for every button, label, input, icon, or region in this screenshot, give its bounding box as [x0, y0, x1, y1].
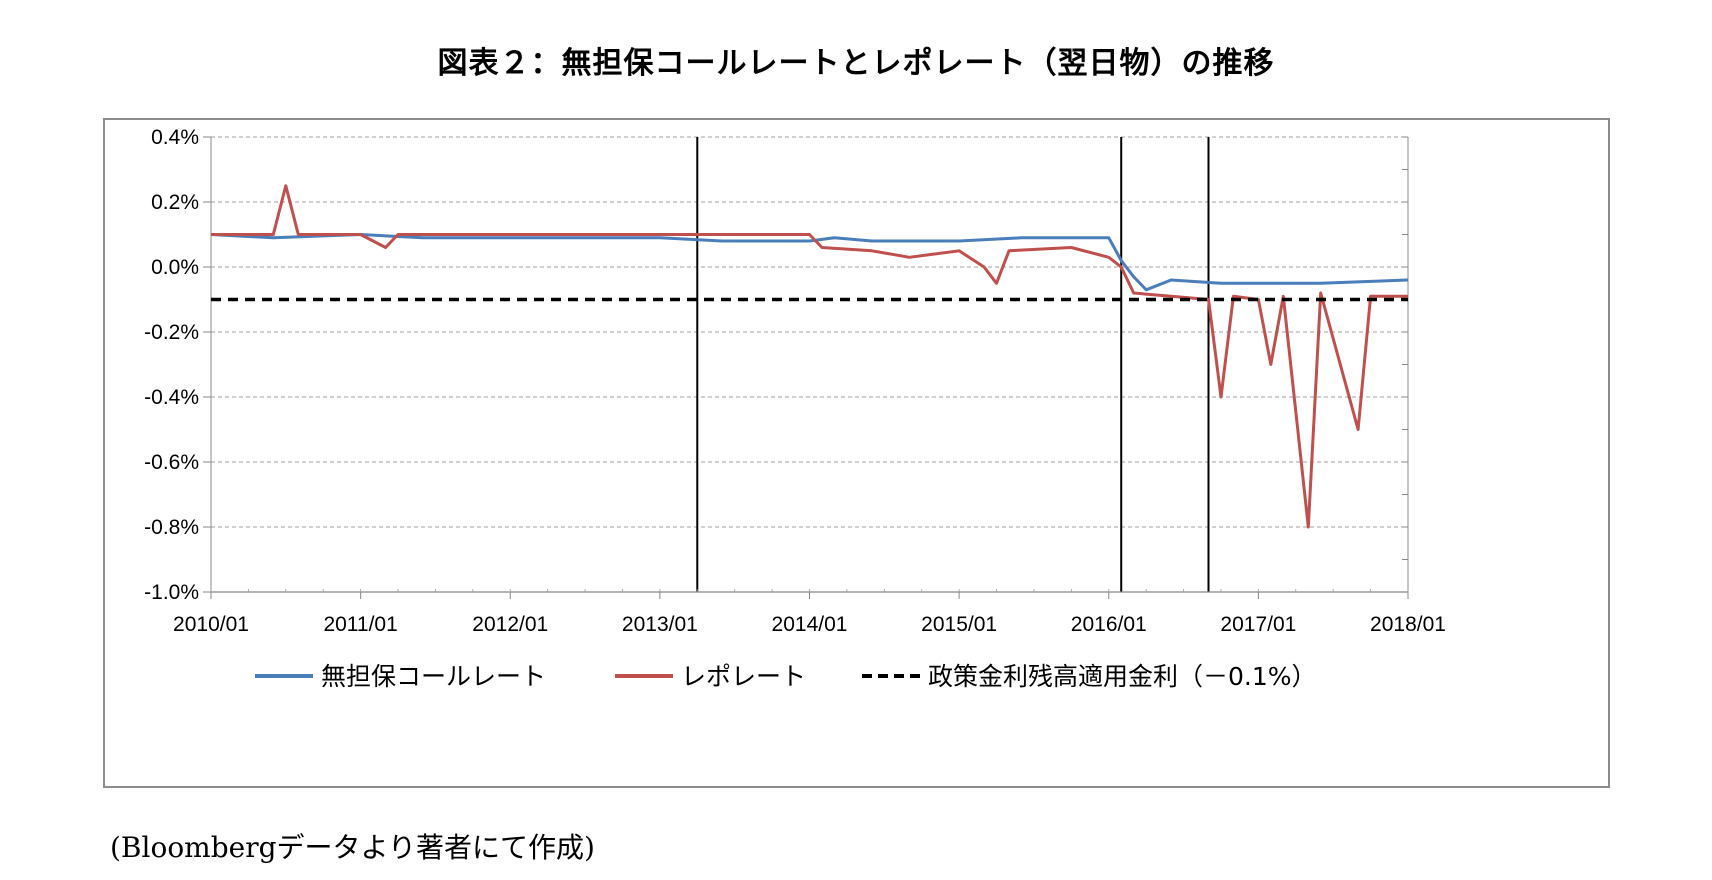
- line-chart: 0.4% 0.2% 0.0% -0.2% -0.4% -0.6% -0.8% -1.0% 20…: [144, 126, 1446, 691]
- x-tick-labels: 2010/01 2011/01 2012/01 2013/01 2014/01 2015/…: [173, 613, 1446, 636]
- y-tick-label: -1.0%: [144, 581, 199, 604]
- x-tick-label: 2010/01: [173, 613, 249, 636]
- y-tick-label: 0.0%: [151, 256, 199, 279]
- y-tick-label: 0.4%: [151, 126, 199, 149]
- y-tick-label: -0.8%: [144, 516, 199, 539]
- x-tick-label: 2015/01: [921, 613, 997, 636]
- gridlines: [211, 136, 1408, 528]
- y-tick-label: -0.4%: [144, 386, 199, 409]
- chart-frame: 0.4% 0.2% 0.0% -0.2% -0.4% -0.6% -0.8% -1.0% 20…: [103, 118, 1610, 788]
- axes: [203, 136, 1409, 599]
- x-tick-label: 2012/01: [472, 613, 548, 636]
- legend: 無担保コールレート レポレート 政策金利残高適用金利（－0.1%）: [255, 662, 1317, 691]
- y-tick-label: -0.2%: [144, 321, 199, 344]
- event-lines: [696, 137, 1210, 592]
- legend-label-0: 無担保コールレート: [321, 662, 546, 691]
- y-tick-labels: 0.4% 0.2% 0.0% -0.2% -0.4% -0.6% -0.8% -1.0%: [144, 126, 199, 604]
- series-line-0: [210, 233, 1409, 292]
- series-group: [210, 184, 1409, 529]
- x-tick-label: 2014/01: [772, 613, 848, 636]
- x-tick-label: 2018/01: [1370, 613, 1446, 636]
- source-note: (Bloombergデータより著者にて作成): [110, 831, 595, 864]
- y-tick-label: 0.2%: [151, 191, 199, 214]
- x-tick-label: 2016/01: [1071, 613, 1147, 636]
- x-tick-label: 2011/01: [323, 613, 397, 636]
- y-tick-label: -0.6%: [144, 451, 199, 474]
- x-tick-label: 2017/01: [1220, 613, 1296, 636]
- legend-label-1: レポレート: [681, 662, 806, 691]
- legend-label-2: 政策金利残高適用金利（－0.1%）: [928, 662, 1317, 691]
- series-line-1: [211, 184, 1408, 529]
- x-tick-label: 2013/01: [622, 613, 698, 636]
- chart-title: 図表２：無担保コールレートとレポレート（翌日物）の推移: [437, 46, 1275, 81]
